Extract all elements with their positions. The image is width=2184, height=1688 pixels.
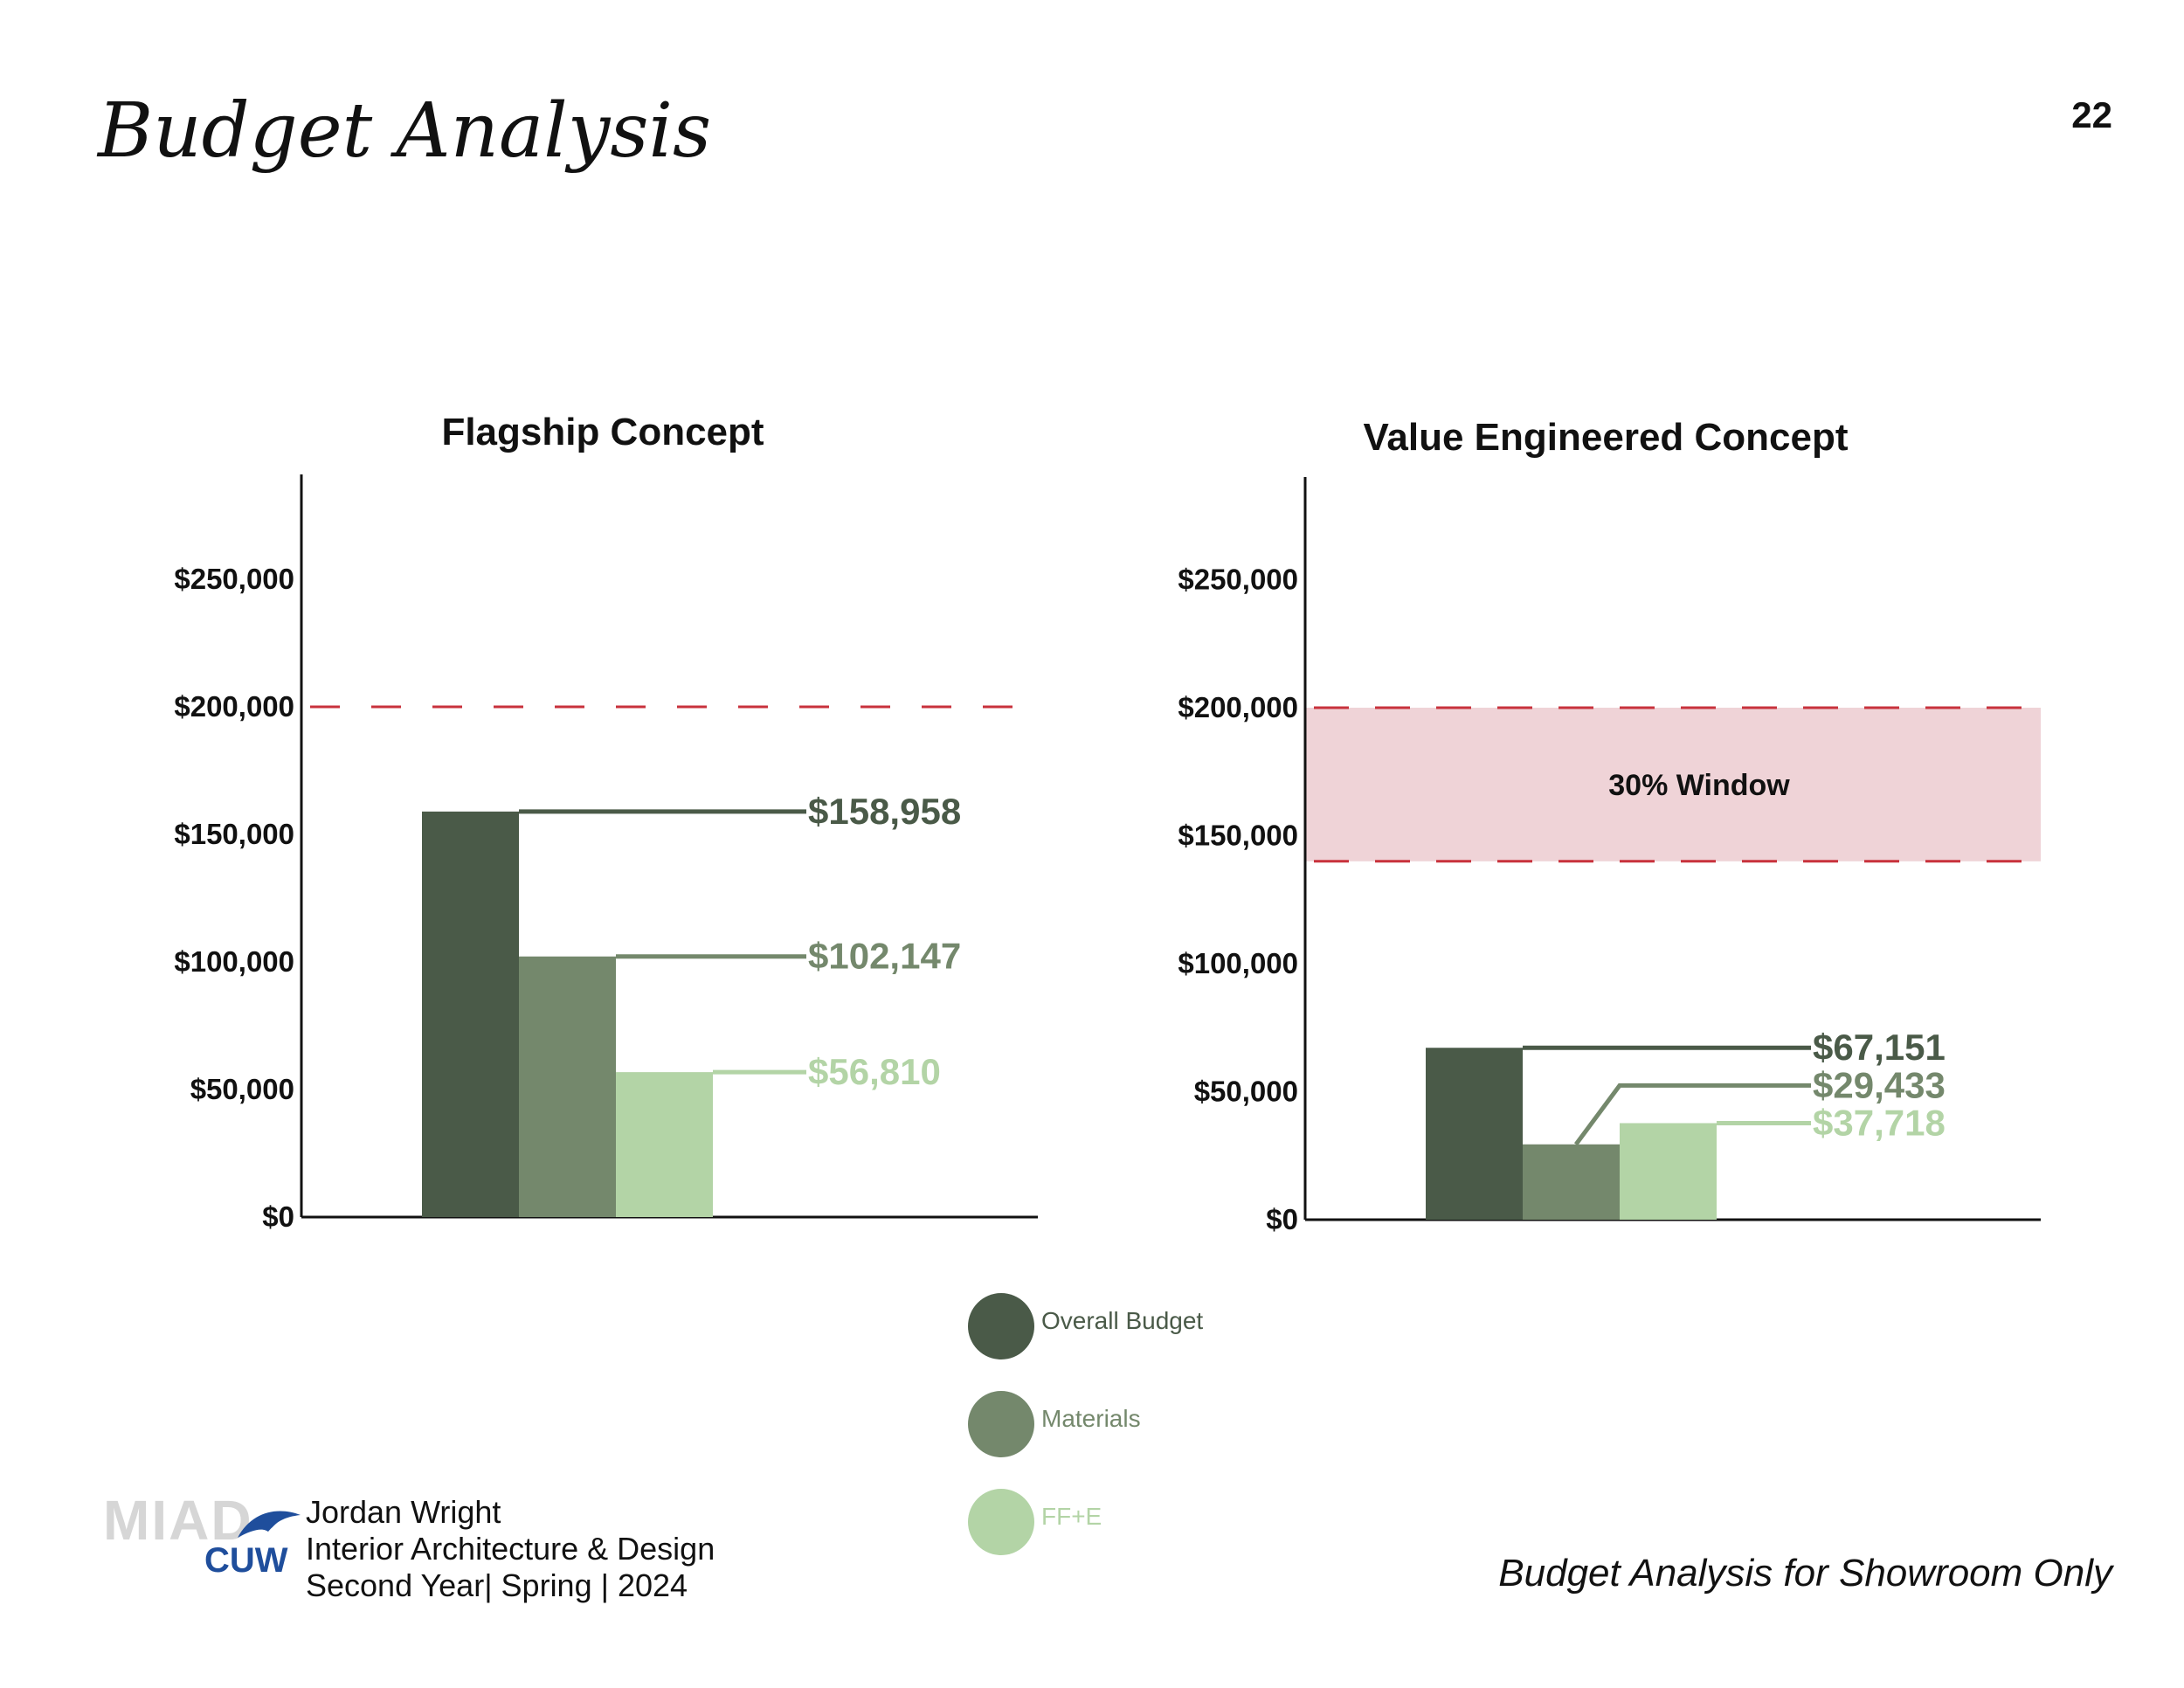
- y-tick-label: $50,000: [190, 1073, 294, 1105]
- legend-label-materials: Materials: [1041, 1405, 1141, 1432]
- legend-item-ffe: FF+E: [968, 1489, 1317, 1559]
- value-label-overall: $158,958: [808, 791, 961, 832]
- author-info: Jordan Wright Interior Architecture & De…: [306, 1494, 715, 1604]
- bar-materials: [519, 956, 616, 1217]
- y-tick-label: $200,000: [1178, 691, 1298, 723]
- bar-ffe: [616, 1072, 713, 1217]
- y-tick-label: $100,000: [174, 945, 294, 978]
- miad-logo: MIAD: [103, 1489, 253, 1552]
- term-info: Second Year| Spring | 2024: [306, 1567, 688, 1603]
- y-tick-label: $250,000: [174, 563, 294, 595]
- y-tick-label: $0: [262, 1200, 294, 1233]
- y-tick-label: $100,000: [1178, 947, 1298, 979]
- leader-line-materials: [1573, 1083, 1811, 1146]
- legend-swatch-ffe: [968, 1489, 1034, 1555]
- legend-item-materials: Materials: [968, 1391, 1317, 1461]
- value-label-overall: $67,151: [1813, 1027, 1946, 1068]
- chart-title-value-engineered: Value Engineered Concept: [1363, 416, 1849, 459]
- program-name: Interior Architecture & Design: [306, 1531, 715, 1567]
- y-tick-label: $150,000: [1178, 820, 1298, 852]
- bar-materials: [1523, 1144, 1620, 1220]
- legend-label-overall: Overall Budget: [1041, 1307, 1204, 1334]
- cuw-logo: CUW: [204, 1541, 288, 1580]
- y-tick-label: $0: [1266, 1203, 1298, 1235]
- legend-swatch-overall: [968, 1293, 1034, 1359]
- chart-value-engineered: 30% Window $0 $50,000 $100,000 $150,000 $200,…: [1178, 477, 2042, 1235]
- legend-item-overall: Overall Budget: [968, 1293, 1317, 1363]
- y-tick-label: $250,000: [1178, 564, 1298, 596]
- y-tick-label: $50,000: [1194, 1076, 1298, 1108]
- y-tick-label: $200,000: [174, 690, 294, 723]
- caption: Budget Analysis for Showroom Only: [1498, 1552, 2112, 1595]
- value-label-materials: $29,433: [1813, 1064, 1946, 1105]
- value-label-materials: $102,147: [808, 936, 961, 977]
- y-tick-label: $150,000: [174, 818, 294, 850]
- bar-overall: [1426, 1048, 1523, 1220]
- chart-flagship: $0 $50,000 $100,000 $150,000 $200,000 $250,00…: [174, 474, 1038, 1233]
- chart-title-flagship: Flagship Concept: [441, 411, 764, 453]
- window-band: [1305, 708, 2041, 861]
- page-number: 22: [2071, 94, 2112, 135]
- value-label-ffe: $37,718: [1813, 1102, 1946, 1143]
- author-name: Jordan Wright: [306, 1494, 501, 1530]
- bar-ffe: [1620, 1123, 1717, 1220]
- school-logos: MIAD CUW: [103, 1489, 304, 1601]
- legend-swatch-materials: [968, 1391, 1034, 1457]
- value-label-ffe: $56,810: [808, 1051, 941, 1092]
- falcon-icon: [238, 1511, 301, 1538]
- bar-overall: [422, 811, 519, 1217]
- legend-label-ffe: FF+E: [1041, 1503, 1102, 1530]
- page-title: Budget Analysis: [98, 87, 712, 175]
- window-band-label: 30% Window: [1608, 769, 1790, 802]
